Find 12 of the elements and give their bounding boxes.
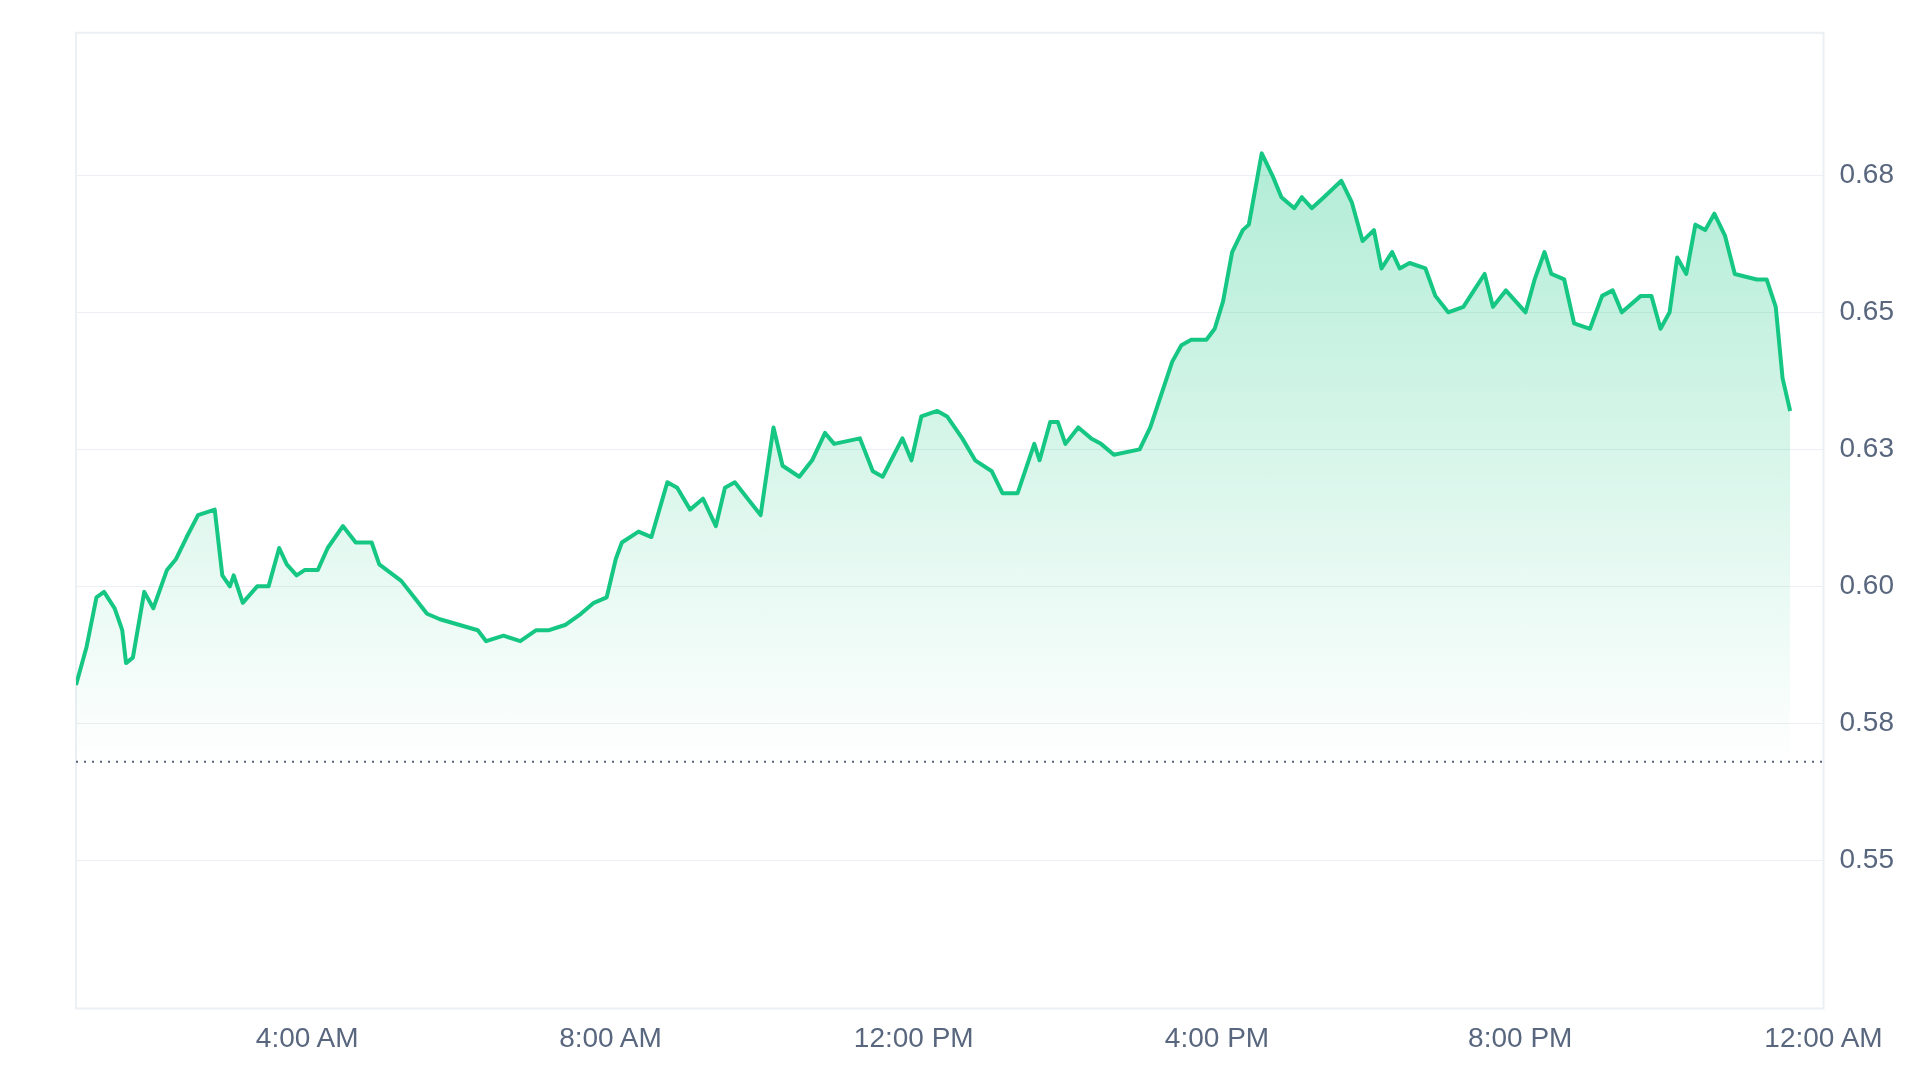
x-tick-label: 8:00 PM bbox=[1468, 1021, 1573, 1053]
x-tick-label: 12:00 AM bbox=[1764, 1021, 1883, 1053]
y-tick-label: 0.68 bbox=[1839, 158, 1894, 190]
y-tick-label: 0.58 bbox=[1839, 706, 1894, 738]
y-tick-label: 0.65 bbox=[1839, 295, 1894, 327]
y-tick-label: 0.63 bbox=[1839, 432, 1894, 464]
y-tick-label: 0.60 bbox=[1839, 569, 1894, 601]
y-tick-label: 0.55 bbox=[1839, 843, 1894, 875]
x-tick-label: 8:00 AM bbox=[559, 1021, 662, 1053]
x-tick-label: 4:00 PM bbox=[1164, 1021, 1270, 1053]
x-tick-label: 4:00 AM bbox=[255, 1021, 359, 1053]
x-tick-label: 12:00 PM bbox=[853, 1021, 974, 1053]
